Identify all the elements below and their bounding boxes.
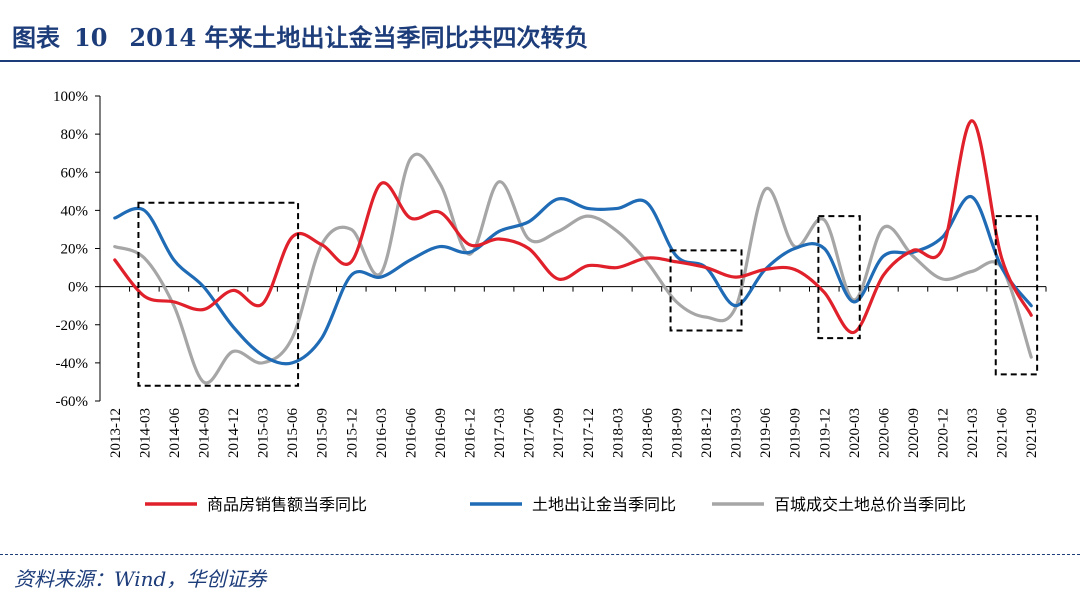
title-rule xyxy=(0,60,1080,62)
chart-title: 图表 10 2014 年来土地出让金当季同比共四次转负 xyxy=(12,18,589,53)
x-tick-label: 2015-09 xyxy=(315,408,331,458)
x-tick-label: 2016-09 xyxy=(433,408,449,458)
x-tick-label: 2019-03 xyxy=(729,408,745,458)
highlight-box xyxy=(994,215,1039,376)
x-tick-label: 2015-03 xyxy=(256,408,272,458)
y-tick-label: -60% xyxy=(56,394,89,410)
highlight-box xyxy=(817,215,861,340)
y-tick-label: 80% xyxy=(61,127,89,143)
y-tick-label: 0% xyxy=(68,280,88,296)
x-tick-label: 2018-09 xyxy=(669,408,685,458)
x-tick-label: 2020-09 xyxy=(906,408,922,458)
figure-label: 图表 xyxy=(12,23,60,52)
x-tick-label: 2016-12 xyxy=(463,408,479,458)
x-tick-label: 2019-06 xyxy=(758,408,774,458)
series-line-land-revenue xyxy=(113,195,1033,366)
x-tick-label: 2017-09 xyxy=(551,408,567,458)
x-tick-label: 2019-12 xyxy=(817,408,833,458)
x-tick-label: 2014-09 xyxy=(196,408,212,458)
x-tick-label: 2013-12 xyxy=(108,408,124,458)
x-tick-label: 2017-12 xyxy=(581,408,597,458)
x-tick-label: 2020-03 xyxy=(847,408,863,458)
figure-title: 2014 年来土地出让金当季同比共四次转负 xyxy=(129,23,589,52)
y-tick-label: -20% xyxy=(56,318,89,334)
y-tick-label: -40% xyxy=(56,356,89,372)
x-tick-label: 2020-12 xyxy=(936,408,952,458)
source-rule xyxy=(0,554,1080,555)
legend-label: 土地出让金当季同比 xyxy=(532,496,676,514)
x-tick-label: 2017-06 xyxy=(522,408,538,458)
y-tick-label: 20% xyxy=(61,242,89,258)
x-tick-label: 2021-06 xyxy=(995,408,1011,458)
x-tick-label: 2018-03 xyxy=(610,408,626,458)
series-line-land-transaction xyxy=(113,152,1033,385)
figure-number: 10 xyxy=(74,23,108,52)
x-tick-label: 2014-06 xyxy=(167,408,183,458)
highlight-box xyxy=(137,201,300,387)
x-tick-label: 2021-03 xyxy=(965,408,981,458)
y-tick-label: 100% xyxy=(53,89,88,105)
x-tick-label: 2016-06 xyxy=(403,408,419,458)
x-tick-label: 2020-06 xyxy=(876,408,892,458)
x-tick-label: 2017-03 xyxy=(492,408,508,458)
series-line-sales xyxy=(113,119,1033,334)
x-tick-label: 2021-09 xyxy=(1024,408,1040,458)
x-tick-label: 2014-03 xyxy=(137,408,153,458)
x-tick-label: 2015-12 xyxy=(344,408,360,458)
legend-label: 百城成交土地总价当季同比 xyxy=(774,496,966,514)
y-tick-label: 40% xyxy=(61,203,89,219)
x-tick-label: 2019-09 xyxy=(788,408,804,458)
source-note: 资料来源：Wind，华创证券 xyxy=(14,567,267,591)
x-tick-label: 2016-03 xyxy=(374,408,390,458)
x-tick-label: 2018-06 xyxy=(640,408,656,458)
x-tick-label: 2014-12 xyxy=(226,408,242,458)
legend-label: 商品房销售额当季同比 xyxy=(207,496,367,514)
x-tick-label: 2015-06 xyxy=(285,408,301,458)
x-tick-label: 2018-12 xyxy=(699,408,715,458)
highlight-box xyxy=(669,249,743,332)
y-tick-label: 60% xyxy=(61,165,89,181)
